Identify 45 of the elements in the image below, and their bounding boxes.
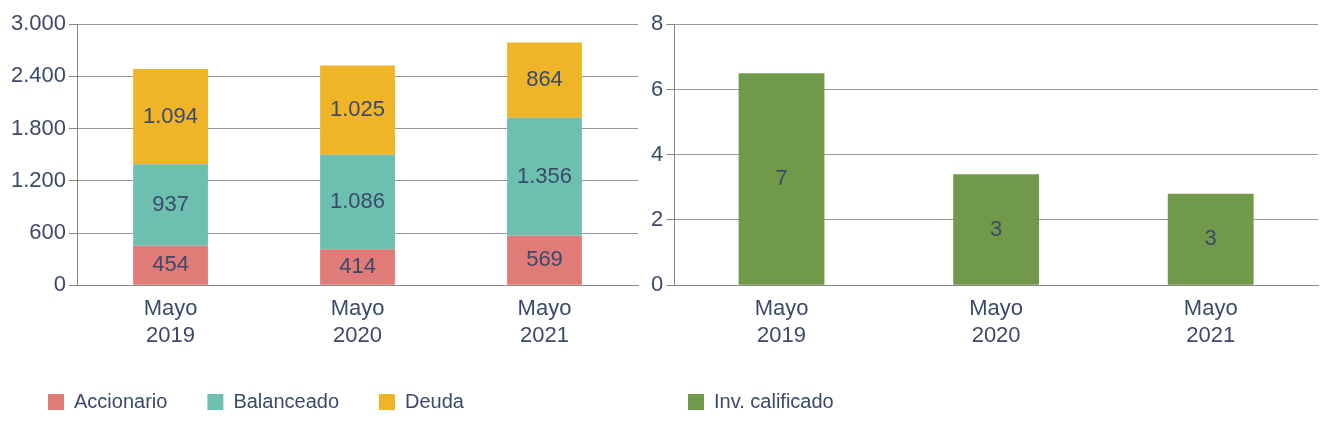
bar — [738, 73, 825, 285]
x-tick-label: Mayo 2021 — [517, 295, 572, 347]
bar — [133, 69, 208, 165]
x-tick-label: Mayo 2020 — [969, 295, 1024, 347]
y-tick-label: 1.200 — [10, 166, 67, 192]
y-tick-label: 0 — [650, 271, 664, 297]
data-label: 414 — [339, 253, 376, 278]
data-label: 937 — [152, 191, 189, 217]
data-label: 1.094 — [143, 102, 199, 128]
data-label: 1.025 — [330, 96, 386, 122]
legend-label: Inv. calificado — [714, 389, 834, 412]
x-tick-label: Mayo 2019 — [754, 295, 809, 347]
bar — [507, 42, 582, 118]
y-tick-label: 8 — [650, 10, 664, 36]
y-tick-label: 0 — [53, 271, 67, 297]
y-tick-label: 1.800 — [10, 114, 67, 140]
y-tick-label: 2 — [650, 206, 664, 232]
legend-label: Accionario — [74, 389, 168, 412]
data-label: 454 — [152, 251, 189, 277]
bar — [320, 249, 395, 285]
data-label: 569 — [526, 246, 563, 272]
y-tick-label: 4 — [650, 140, 664, 166]
bar — [133, 164, 208, 246]
legend-label: Balanceado — [233, 389, 340, 412]
bar — [953, 174, 1040, 285]
y-tick-label: 3.000 — [10, 10, 67, 36]
data-label: 7 — [775, 164, 788, 190]
x-tick-label: Mayo 2020 — [330, 295, 385, 347]
bar — [507, 235, 582, 285]
y-tick-label: 2.400 — [10, 62, 67, 88]
data-label: 3 — [1204, 225, 1217, 251]
bar — [1167, 193, 1254, 285]
y-tick-label: 6 — [650, 75, 664, 101]
bar — [133, 245, 208, 285]
data-label: 864 — [526, 66, 563, 92]
bar — [320, 65, 395, 155]
x-tick-label: Mayo 2021 — [1183, 295, 1238, 347]
x-tick-label: Mayo 2019 — [143, 295, 198, 347]
data-label: 3 — [989, 215, 1003, 241]
y-tick-label: 600 — [29, 219, 67, 245]
legend-label: Deuda — [405, 389, 465, 412]
bar — [320, 154, 395, 250]
data-label: 1.086 — [330, 188, 386, 213]
bar — [507, 117, 582, 236]
data-label: 1.356 — [516, 162, 573, 188]
